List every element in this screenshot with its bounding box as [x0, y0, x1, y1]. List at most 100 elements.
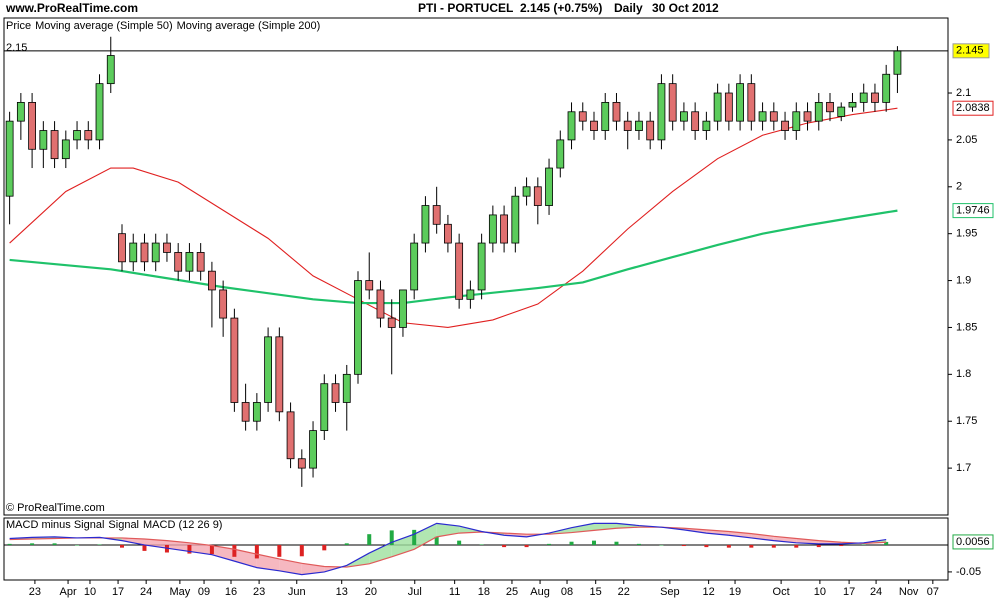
histogram-bar [52, 543, 57, 545]
candle-body [859, 92, 868, 103]
x-tick-label: 17 [112, 586, 124, 598]
legend-entry: Moving average (Simple 50) [35, 20, 173, 32]
histogram-bar [232, 544, 237, 557]
candle-body [680, 111, 688, 122]
candle-body [106, 55, 115, 85]
candle-body [365, 280, 374, 291]
candle-body [635, 120, 643, 131]
candle-body [466, 289, 475, 300]
macd-value-box [952, 534, 994, 550]
candle-body [488, 214, 497, 244]
candle-body [691, 111, 700, 131]
candle-body [837, 106, 846, 117]
candle-body [522, 186, 531, 197]
histogram-bar [636, 543, 641, 545]
candle-body [129, 242, 138, 263]
histogram-bar [277, 544, 282, 557]
candle-body [28, 101, 36, 150]
candle-body [140, 242, 149, 263]
candle-body [826, 101, 834, 113]
price-panel [3, 17, 949, 516]
candle-body [16, 101, 25, 122]
candle-body [567, 111, 576, 141]
legend-entry: Price [6, 20, 31, 32]
last-price-label: 2.145 [956, 45, 984, 57]
candle-body [84, 130, 93, 141]
x-tick-label: Apr [59, 586, 76, 598]
histogram-bar [884, 541, 889, 545]
histogram-bar [479, 544, 484, 545]
candle-body [578, 111, 587, 122]
candle-body [736, 83, 744, 122]
histogram-bar [749, 544, 754, 548]
histogram-bar [434, 536, 439, 545]
histogram-bar [457, 540, 462, 545]
candle-body [39, 130, 48, 150]
candle-body [814, 101, 823, 122]
macd-panel [3, 517, 949, 581]
x-tick-label: 22 [618, 586, 630, 598]
candle-body [50, 130, 59, 160]
candle-body [73, 130, 81, 141]
histogram-bar [367, 534, 372, 545]
x-tick-label: 13 [336, 586, 348, 598]
x-tick-label: 19 [729, 586, 741, 598]
histogram-bar [839, 544, 844, 547]
y-tick-label: 2.05 [956, 134, 977, 146]
legend-entry: MACD minus Signal [6, 519, 104, 531]
moving-average-line [9, 209, 898, 305]
y-tick-label: 1.85 [956, 321, 977, 333]
candle-body [241, 402, 250, 422]
candle-body [657, 83, 666, 141]
candle-body [601, 101, 610, 131]
macd-signal-fill [571, 523, 594, 533]
x-tick-label: Nov [899, 586, 919, 598]
moving-average-line [9, 107, 898, 329]
histogram-bar [861, 544, 866, 545]
candle-body [668, 83, 677, 122]
candle-body [533, 186, 542, 206]
quote: 2.145 (+0.75%) [520, 1, 602, 15]
histogram-bar [344, 543, 349, 545]
histogram-bar [547, 543, 552, 545]
macd-line [9, 522, 887, 576]
macd-signal-fill [211, 545, 235, 562]
candle-body [5, 120, 14, 197]
candle-body [758, 111, 767, 122]
x-tick-label: 25 [506, 586, 518, 598]
histogram-bar [794, 544, 799, 548]
candle-body [747, 83, 756, 122]
x-tick-label: 11 [449, 586, 460, 598]
x-tick-label: 16 [225, 586, 237, 598]
candle-body [421, 205, 430, 244]
histogram-bar [569, 541, 574, 545]
candle-body [724, 92, 733, 122]
candle-body [500, 214, 508, 244]
x-tick-label: 18 [478, 586, 490, 598]
ma-value-label: 1.9746 [956, 205, 990, 217]
candle-body [376, 289, 385, 319]
x-tick-label: 23 [253, 586, 265, 598]
x-tick-label: 10 [84, 586, 96, 598]
x-tick-label: 10 [814, 586, 826, 598]
ma-value-box [952, 100, 994, 116]
candle-body [309, 430, 317, 469]
candle-body [297, 458, 306, 469]
candle-body [185, 252, 194, 272]
x-tick-label: Aug [530, 586, 550, 598]
histogram-bar [412, 529, 417, 545]
candle-body [208, 270, 216, 291]
y-tick-label: -0.05 [956, 566, 981, 578]
candle-body [545, 167, 553, 206]
x-tick-label: 08 [561, 586, 573, 598]
candle-body [264, 336, 272, 403]
histogram-bar [322, 544, 327, 551]
candle-body [455, 242, 464, 300]
candle-body [331, 383, 340, 403]
x-tick-label: 24 [870, 586, 882, 598]
x-tick-label: 24 [140, 586, 152, 598]
candle-body [320, 383, 329, 432]
candle-body [623, 120, 632, 131]
